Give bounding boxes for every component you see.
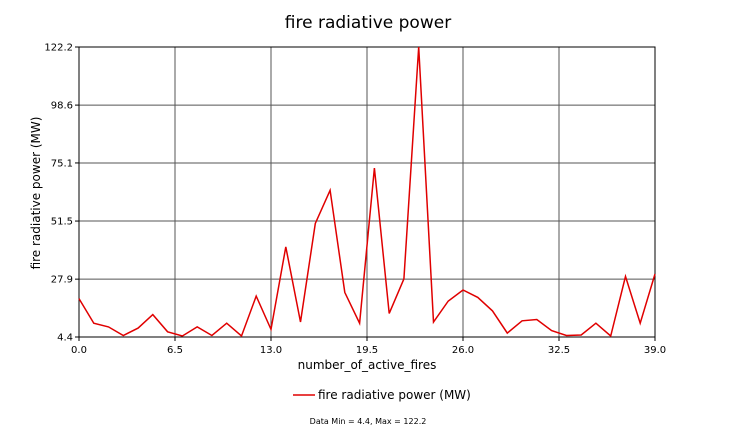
x-axis-ticks: 0.0 6.5 13.0 19.5 26.0 32.5 39.0 (71, 337, 666, 356)
x-tick-label: 26.0 (452, 345, 474, 356)
y-tick-label: 51.5 (51, 217, 73, 228)
x-axis-label: number_of_active_fires (298, 358, 437, 372)
series-layer (78, 46, 656, 338)
series-line-0 (78, 46, 656, 338)
legend-entry: fire radiative power (MW) (318, 388, 471, 402)
x-tick-label: 32.5 (548, 345, 570, 356)
x-tick-label: 39.0 (644, 345, 666, 356)
x-tick-label: 6.5 (167, 345, 183, 356)
y-tick-label: 98.6 (51, 101, 73, 112)
y-tick-label: 75.1 (51, 158, 73, 169)
y-axis-ticks: 4.4 27.9 51.5 75.1 98.6 122.2 (44, 43, 79, 344)
x-tick-label: 13.0 (260, 345, 282, 356)
x-tick-label: 19.5 (356, 345, 378, 356)
x-tick-label: 0.0 (71, 345, 87, 356)
y-tick-label: 122.2 (44, 43, 73, 54)
grid-lines (78, 46, 656, 338)
chart-title: fire radiative power (285, 13, 451, 33)
y-axis-label: fire radiative power (MW) (29, 117, 43, 270)
legend: fire radiative power (MW) (293, 388, 471, 402)
data-min-max-note: Data Min = 4.4, Max = 122.2 (310, 417, 427, 426)
y-tick-label: 27.9 (51, 275, 73, 286)
y-tick-label: 4.4 (57, 333, 73, 344)
